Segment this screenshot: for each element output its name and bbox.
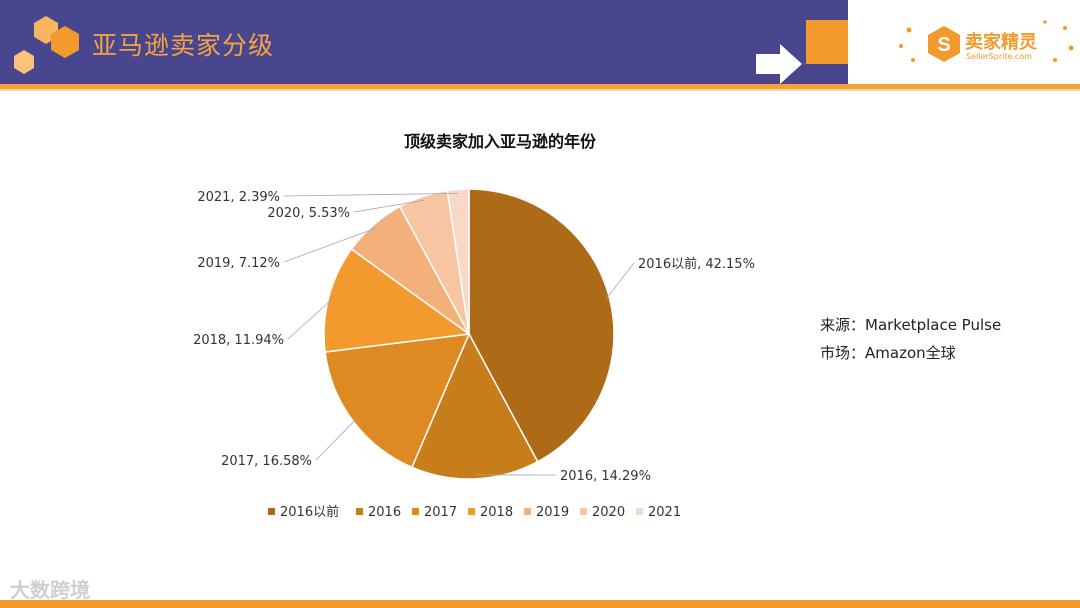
leader-line [283,193,459,197]
legend-label: 2018 [480,505,513,520]
legend-label: 2016以前 [280,504,339,520]
leader-line [353,199,425,213]
leader-line [283,227,377,263]
leader-line [287,298,333,340]
market-note: 市场：Amazon全球 [820,344,956,362]
legend-label: 2020 [592,505,625,520]
legend-swatch [636,508,643,515]
data-label: 2021, 2.39% [197,190,280,205]
pie-slice-2018 [323,248,471,353]
legend-swatch [412,508,419,515]
logo-subtext: SellerSprite.com [966,52,1033,61]
legend-swatch [524,508,531,515]
legend-label: 2019 [536,505,569,520]
page-title: 亚马逊卖家分级 [92,31,275,60]
data-label: 2020, 5.53% [267,206,350,221]
data-label: 2016, 14.29% [560,469,651,484]
legend-swatch [356,508,363,515]
legend-label: 2017 [424,505,457,520]
pie-slice-2021 [446,188,470,335]
watermark-text: 大数跨境 [10,578,90,602]
source-note: 来源：Marketplace Pulse [820,316,1002,334]
logo-s-icon: S [928,26,960,62]
chart-title: 顶级卖家加入亚马逊的年份 [403,132,596,151]
legend-swatch [268,508,275,515]
logo-text: 卖家精灵 [965,32,1037,53]
legend-swatch [580,508,587,515]
logo-panel [848,0,1080,84]
legend-label: 2021 [648,505,681,520]
header-accent-line [0,84,1080,89]
svg-text:S: S [937,34,950,56]
right-arrow-icon [756,44,802,84]
footer-bar [0,600,1080,608]
data-label: 2019, 7.12% [197,256,280,271]
data-label: 2018, 11.94% [193,333,284,348]
data-label: 2016以前, 42.15% [638,256,755,272]
data-label: 2017, 16.58% [221,454,312,469]
leader-line [605,262,635,300]
pie-slice-2017 [324,333,471,469]
leader-line [315,418,357,461]
legend-swatch [468,508,475,515]
legend-label: 2016 [368,505,401,520]
header-accent-subline [0,89,1080,91]
hexagon-decoration-icon [14,16,79,74]
pie-slice-2016 [410,332,539,480]
logo-sparkle-icon [899,20,1074,62]
pie-slice-2016以前 [468,188,615,463]
